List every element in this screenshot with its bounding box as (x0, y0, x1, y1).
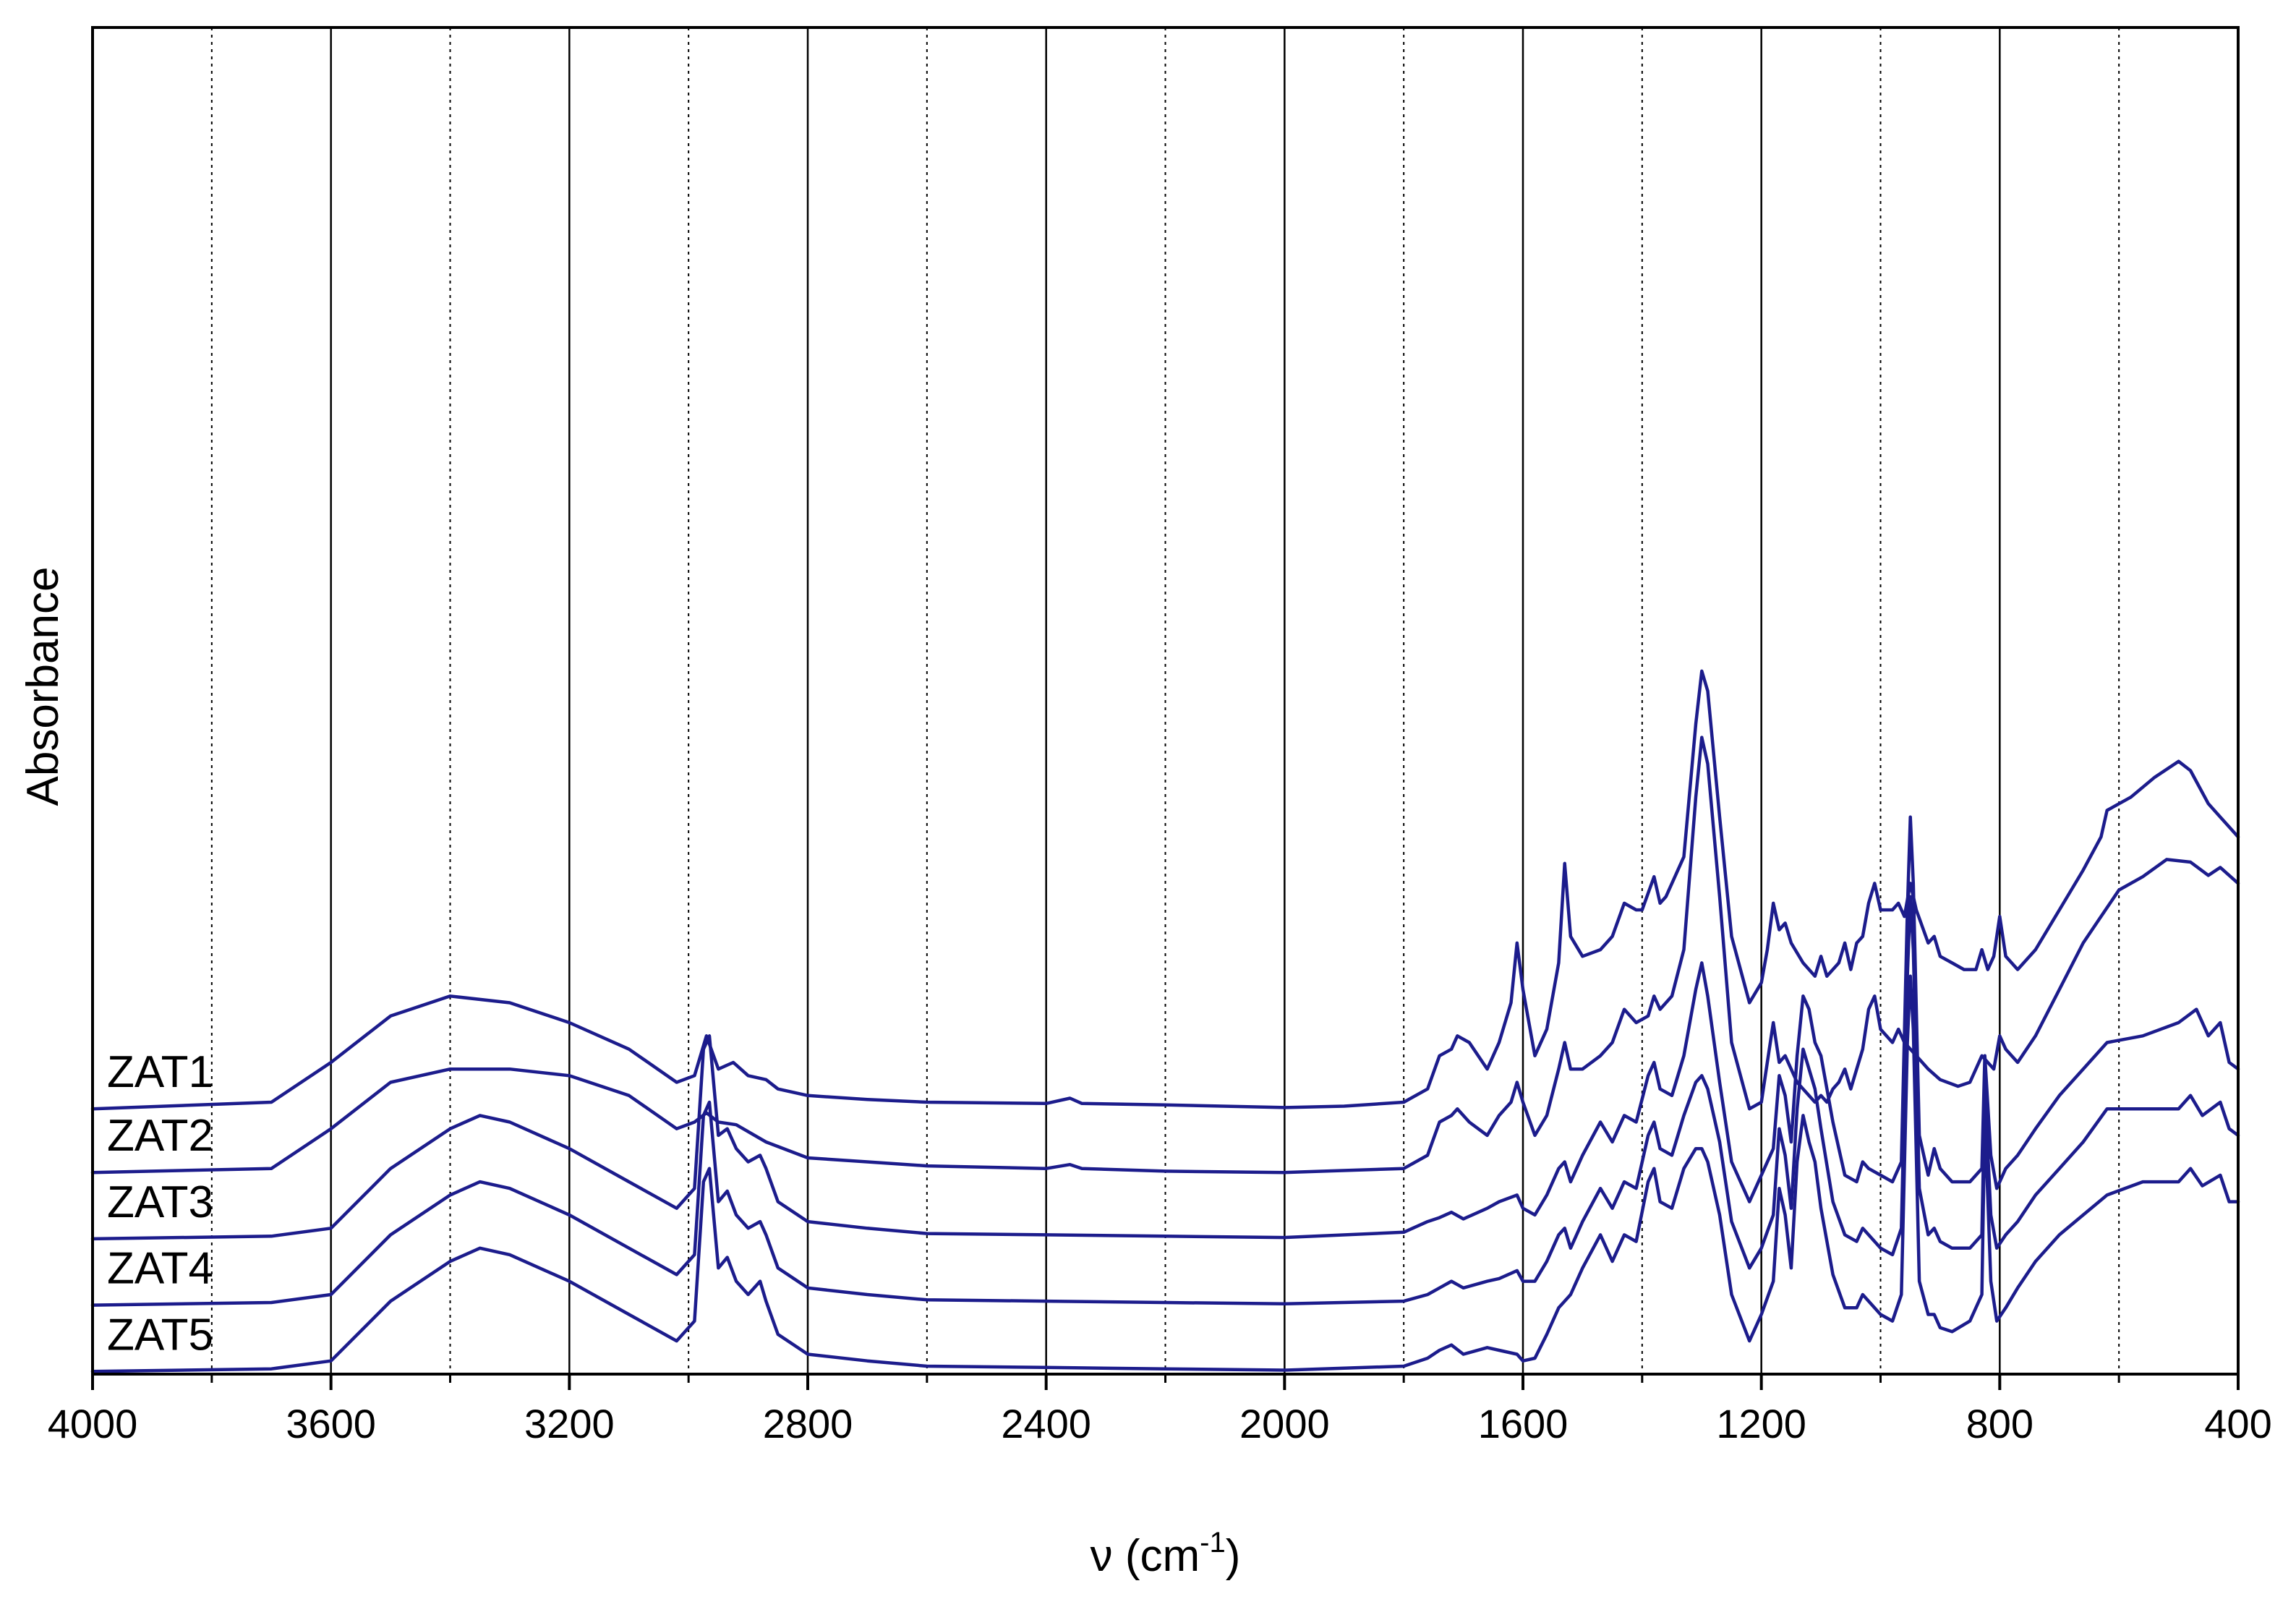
series-line-zat2 (90, 736, 2240, 1175)
x-tick-label: 2800 (763, 1401, 853, 1446)
x-axis-title: ν (cm-1) (1091, 1527, 1241, 1581)
series-label-zat4: ZAT4 (107, 1244, 213, 1294)
grid-layer (210, 27, 2120, 1374)
x-tick-label: 3600 (286, 1401, 376, 1446)
series-line-zat5 (90, 974, 2240, 1373)
series-line-zat4 (90, 895, 2240, 1307)
series-label-zat5: ZAT5 (107, 1310, 213, 1360)
x-tick-label: 2400 (1001, 1401, 1091, 1446)
series-line-zat1 (90, 669, 2240, 1111)
label-layer: ZAT1 ZAT2 ZAT3 ZAT4 ZAT5 (107, 1047, 213, 1360)
y-axis-title: Absorbance (18, 567, 68, 806)
x-tick-label: 1200 (1716, 1401, 1806, 1446)
tick-layer: 4000 3600 3200 2800 2400 2000 1600 1200 800 400 (48, 1374, 2272, 1446)
x-tick-label: 400 (2204, 1401, 2271, 1446)
series-line-zat3 (90, 815, 2240, 1241)
series-label-zat2: ZAT2 (107, 1111, 213, 1161)
x-tick-label: 1600 (1478, 1401, 1569, 1446)
x-tick-label: 2000 (1239, 1401, 1330, 1446)
series-label-zat1: ZAT1 (107, 1047, 213, 1097)
series-label-zat3: ZAT3 (107, 1177, 213, 1227)
series-layer (90, 669, 2240, 1373)
x-tick-label: 3200 (524, 1401, 615, 1446)
x-tick-label: 4000 (48, 1401, 138, 1446)
x-tick-label: 800 (1966, 1401, 2033, 1446)
